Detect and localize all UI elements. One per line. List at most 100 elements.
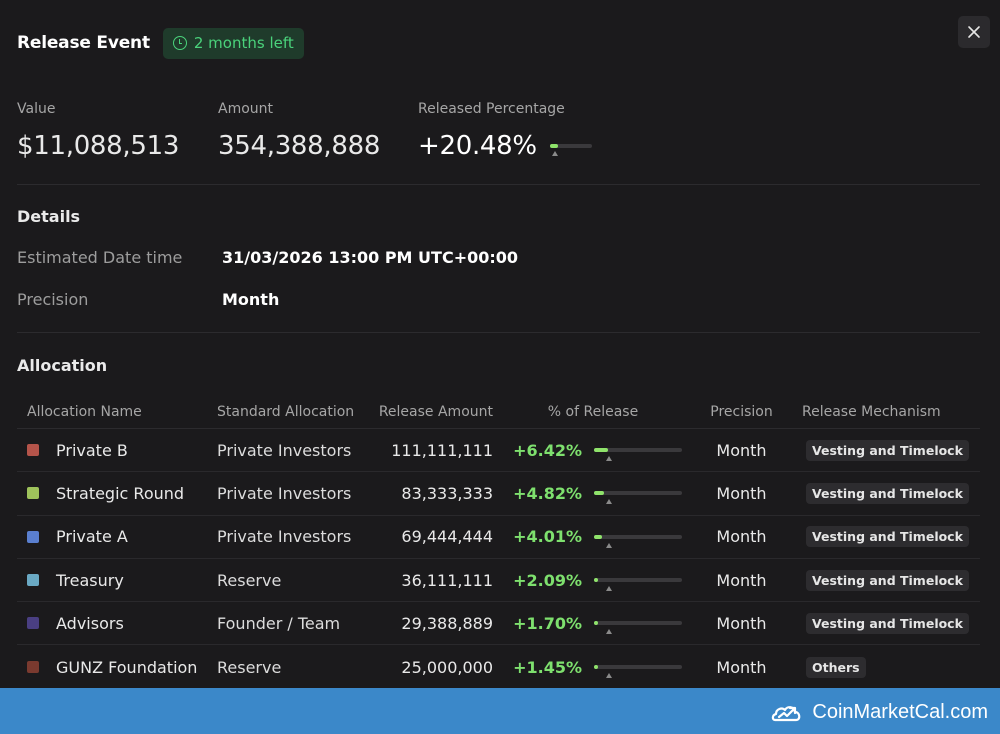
progress-marker-icon — [606, 673, 612, 679]
table-row[interactable]: Treasury Reserve 36,111,111 +2.09% Month… — [17, 559, 980, 603]
col-release-amount: Release Amount — [378, 404, 493, 420]
standard-allocation: Founder / Team — [217, 613, 341, 633]
close-button[interactable] — [958, 16, 990, 48]
standard-allocation: Private Investors — [217, 527, 352, 547]
detail-date-row: Estimated Date time 31/03/2026 13:00 PM … — [17, 248, 518, 267]
progress-marker-icon — [606, 629, 612, 635]
stat-value: Value $11,088,513 — [17, 101, 179, 161]
detail-precision-row: Precision Month — [17, 290, 279, 309]
mechanism-cell: Vesting and Timelock — [790, 612, 980, 634]
percent-release: +2.09% — [513, 570, 582, 590]
release-progress-fill — [594, 665, 598, 670]
progress-marker-icon — [551, 151, 558, 156]
release-progress-bar — [594, 448, 682, 462]
progress-marker-icon — [606, 456, 612, 462]
precision-value: Month — [222, 290, 280, 309]
released-progress-fill — [549, 144, 559, 148]
release-progress-bar — [594, 578, 682, 592]
stat-amount-value: 354,388,888 — [218, 131, 381, 161]
release-progress-fill — [594, 534, 603, 539]
released-progress-bar — [549, 144, 592, 156]
percent-release: +6.42% — [513, 440, 582, 460]
mechanism-cell: Vesting and Timelock — [790, 482, 980, 504]
progress-marker-icon — [606, 499, 612, 505]
modal-header: Release Event 2 months left — [17, 27, 304, 59]
stat-value-label: Value — [17, 101, 56, 117]
mechanism-cell: Vesting and Timelock — [790, 569, 980, 591]
progress-marker-icon — [606, 586, 612, 592]
brand-link[interactable]: CoinMarketCal.com — [770, 698, 988, 726]
row-precision: Month — [716, 483, 767, 503]
color-swatch — [27, 617, 39, 630]
allocation-title: Allocation — [17, 356, 108, 375]
standard-allocation: Private Investors — [217, 440, 352, 460]
stat-amount-label: Amount — [218, 101, 274, 117]
row-precision: Month — [716, 570, 767, 590]
table-row[interactable]: Advisors Founder / Team 29,388,889 +1.70… — [17, 602, 980, 646]
mechanism-cell: Vesting and Timelock — [790, 526, 980, 548]
color-swatch — [27, 661, 39, 674]
table-row[interactable]: Strategic Round Private Investors 83,333… — [17, 472, 980, 516]
col-precision: Precision — [710, 404, 773, 420]
coinmarketcal-logo-icon — [772, 706, 801, 722]
allocation-name: Treasury — [56, 570, 124, 590]
row-precision: Month — [716, 527, 767, 547]
release-progress-fill — [594, 448, 608, 453]
percent-release: +4.82% — [513, 483, 582, 503]
precision-label: Precision — [17, 290, 89, 309]
close-icon — [968, 26, 980, 38]
percent-release-cell: +2.09% — [493, 570, 693, 592]
progress-marker-icon — [606, 542, 612, 548]
allocation-name: Private B — [56, 440, 128, 460]
table-row[interactable]: GUNZ Foundation Reserve 25,000,000 +1.45… — [17, 645, 980, 688]
release-amount: 36,111,111 — [401, 570, 493, 590]
allocation-name-cell: GUNZ Foundation — [17, 658, 217, 677]
mechanism-tag: Vesting and Timelock — [806, 439, 969, 461]
allocation-name: Private A — [56, 527, 128, 547]
percent-release-cell: +6.42% — [493, 440, 693, 462]
allocation-name-cell: Strategic Round — [17, 484, 217, 503]
row-precision: Month — [716, 440, 767, 460]
table-row[interactable]: Private B Private Investors 111,111,111 … — [17, 429, 980, 473]
table-row[interactable]: Private A Private Investors 69,444,444 +… — [17, 516, 980, 559]
divider — [17, 184, 980, 185]
allocation-name-cell: Private B — [17, 441, 217, 460]
table-header: Allocation Name Standard Allocation Rele… — [17, 396, 980, 429]
stat-released-label: Released Percentage — [418, 101, 565, 117]
release-amount: 25,000,000 — [401, 657, 493, 677]
details-title: Details — [17, 207, 81, 226]
row-precision: Month — [716, 657, 767, 677]
percent-release: +1.70% — [513, 613, 582, 633]
release-event-modal: Release Event 2 months left Value $11,08… — [17, 16, 990, 688]
mechanism-cell: Others — [790, 656, 980, 678]
allocation-name: GUNZ Foundation — [56, 657, 198, 677]
percent-release-cell: +1.70% — [493, 613, 693, 635]
mechanism-tag: Vesting and Timelock — [806, 612, 969, 634]
mechanism-tag: Others — [806, 656, 866, 678]
stat-value-amount: $11,088,513 — [17, 131, 180, 161]
release-amount: 29,388,889 — [401, 613, 493, 633]
mechanism-tag: Vesting and Timelock — [806, 482, 969, 504]
release-amount: 69,444,444 — [401, 527, 493, 547]
time-left-badge: 2 months left — [162, 27, 304, 59]
allocation-name: Advisors — [56, 613, 124, 633]
percent-release: +4.01% — [513, 527, 582, 547]
color-swatch — [27, 487, 39, 500]
stat-released: Released Percentage +20.48% — [418, 101, 592, 161]
mechanism-cell: Vesting and Timelock — [790, 439, 980, 461]
allocation-name-cell: Private A — [17, 527, 217, 546]
release-amount: 83,333,333 — [401, 483, 493, 503]
release-progress-bar — [594, 621, 682, 635]
date-value: 31/03/2026 13:00 PM UTC+00:00 — [222, 248, 519, 267]
col-percent-release: % of Release — [547, 404, 639, 420]
modal-title: Release Event — [17, 33, 150, 53]
color-swatch — [27, 574, 39, 587]
footer-banner: CoinMarketCal.com — [0, 688, 1000, 734]
percent-release-cell: +4.82% — [493, 483, 693, 505]
release-amount: 111,111,111 — [391, 440, 493, 460]
divider — [17, 332, 980, 333]
mechanism-tag: Vesting and Timelock — [806, 526, 969, 548]
standard-allocation: Reserve — [217, 657, 282, 677]
stat-released-wrap: +20.48% — [418, 131, 592, 161]
stat-released-value: +20.48% — [418, 131, 537, 161]
